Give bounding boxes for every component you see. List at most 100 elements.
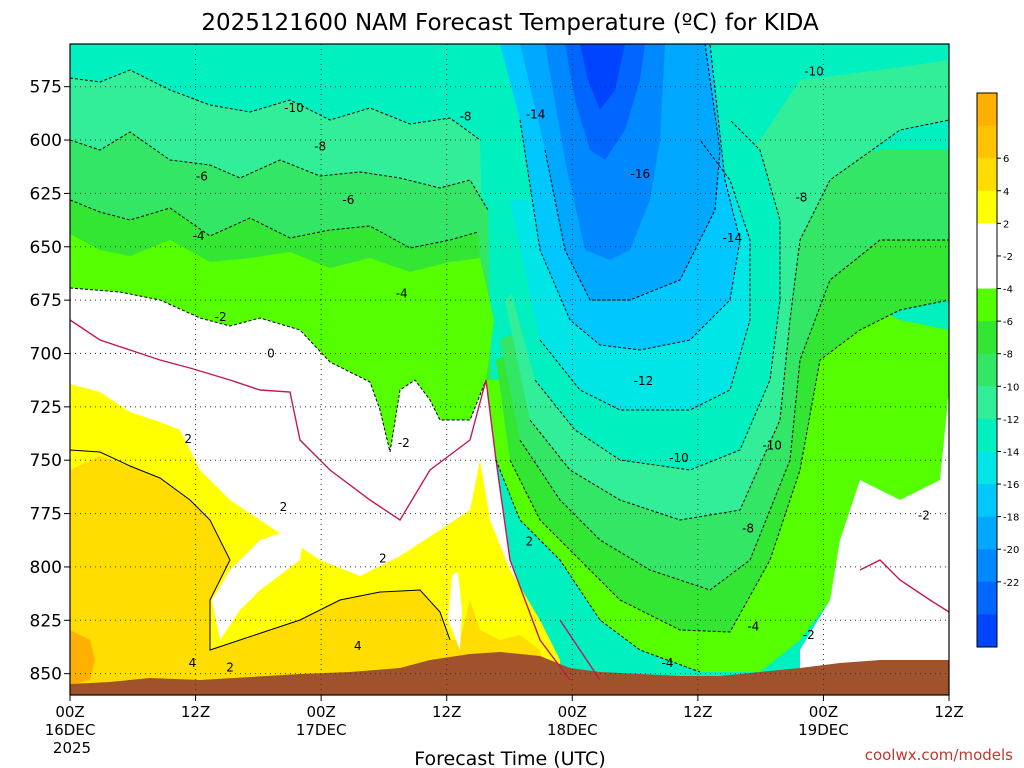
contour-label-text: 2 bbox=[379, 551, 387, 565]
x-tick-label: 12Z bbox=[934, 703, 963, 721]
colorbar-label: -22 bbox=[1003, 578, 1019, 589]
y-tick-label: 650 bbox=[30, 238, 62, 258]
contour-label-text: -2 bbox=[803, 628, 815, 642]
colorbar-label: -2 bbox=[1003, 252, 1013, 263]
x-tick-label: 00Z bbox=[306, 703, 335, 721]
contour-label: -2 bbox=[803, 628, 815, 642]
contour-label-text: -2 bbox=[398, 436, 410, 450]
colorbar-label: -18 bbox=[1003, 513, 1019, 524]
contour-label: -4 bbox=[396, 287, 408, 301]
colorbar-label: -6 bbox=[1003, 317, 1013, 328]
x-tick-date-label: 16DEC bbox=[45, 721, 96, 739]
colorbar-bin bbox=[977, 581, 997, 615]
temperature-field bbox=[70, 44, 949, 695]
colorbar-label: -14 bbox=[1003, 447, 1019, 458]
y-tick-label: 775 bbox=[30, 505, 62, 525]
colorbar-bin bbox=[977, 451, 997, 485]
contour-label-text: -6 bbox=[196, 169, 208, 183]
colorbar-label: -16 bbox=[1003, 480, 1019, 491]
contour-label: -8 bbox=[742, 522, 754, 536]
contour-label-text: -10 bbox=[804, 65, 824, 79]
contour-label: -8 bbox=[314, 139, 326, 153]
contour-label-text: -14 bbox=[723, 231, 743, 245]
colorbar-bin bbox=[977, 93, 997, 127]
colorbar-label: -10 bbox=[1003, 382, 1019, 393]
contour-label: 2 bbox=[379, 551, 387, 565]
contour-label-text: 4 bbox=[354, 639, 362, 653]
contour-label-text: -16 bbox=[630, 167, 650, 181]
contour-label: -8 bbox=[460, 110, 472, 124]
y-tick-label: 850 bbox=[30, 665, 62, 685]
x-tick-label: 00Z bbox=[55, 703, 84, 721]
contour-label-text: -4 bbox=[396, 287, 408, 301]
contour-label-text: -10 bbox=[762, 438, 782, 452]
colorbar-bin bbox=[977, 614, 997, 648]
x-tick-label: 00Z bbox=[809, 703, 838, 721]
contour-label-text: -6 bbox=[342, 193, 354, 207]
contour-label: -2 bbox=[398, 436, 410, 450]
contour-label: -10 bbox=[762, 438, 782, 452]
contour-label-text: -10 bbox=[669, 451, 689, 465]
credit-link[interactable]: coolwx.com/models bbox=[865, 746, 1013, 764]
contour-label-text: 2 bbox=[526, 534, 534, 548]
x-tick-label: 12Z bbox=[683, 703, 712, 721]
colorbar-bin bbox=[977, 223, 997, 257]
x-tick-label: 00Z bbox=[558, 703, 587, 721]
colorbar-bin bbox=[977, 353, 997, 387]
colorbar-bin bbox=[977, 125, 997, 159]
y-tick-label: 800 bbox=[30, 558, 62, 578]
contour-label: -16 bbox=[630, 167, 650, 181]
contour-label-text: 2 bbox=[184, 432, 192, 446]
x-tick-year-label: 2025 bbox=[53, 739, 91, 757]
contour-label: 2 bbox=[526, 534, 534, 548]
colorbar-label: -4 bbox=[1003, 285, 1013, 296]
colorbar-bin bbox=[977, 158, 997, 192]
y-axis: 575 600 625 650 675 700 725 750 775 800 825 850 bbox=[30, 78, 70, 685]
colorbar-bin bbox=[977, 549, 997, 583]
colorbar-label: -12 bbox=[1003, 415, 1019, 426]
contour-label: 4 bbox=[189, 656, 197, 670]
contour-label-text: -2 bbox=[918, 509, 930, 523]
colorbar-bin bbox=[977, 386, 997, 420]
y-tick-label: 625 bbox=[30, 184, 62, 204]
contour-label-text: -4 bbox=[747, 620, 759, 634]
colorbar-label: 2 bbox=[1003, 219, 1009, 230]
plot-frame bbox=[69, 43, 950, 696]
contour-label: -10 bbox=[284, 101, 304, 115]
contour-label: -14 bbox=[723, 231, 743, 245]
contour-label-text: -8 bbox=[795, 191, 807, 205]
colorbar-bin bbox=[977, 255, 997, 290]
colorbar-bin bbox=[977, 288, 997, 322]
contour-label: -6 bbox=[196, 169, 208, 183]
y-tick-label: 600 bbox=[30, 131, 62, 151]
contour-label: 2 bbox=[184, 432, 192, 446]
contour-label: -12 bbox=[634, 374, 654, 388]
y-tick-label: 725 bbox=[30, 398, 62, 418]
colorbar-frame bbox=[976, 92, 998, 648]
contour-label: -2 bbox=[918, 509, 930, 523]
colorbar-bin bbox=[977, 190, 997, 224]
contour-label-text: -4 bbox=[662, 656, 674, 670]
x-tick-date-label: 19DEC bbox=[798, 721, 849, 739]
x-tick-label: 12Z bbox=[432, 703, 461, 721]
colorbar-label: 4 bbox=[1003, 187, 1009, 198]
colorbar-label: 6 bbox=[1003, 154, 1009, 165]
contour-label: -6 bbox=[342, 193, 354, 207]
contour-label-text: -4 bbox=[193, 229, 205, 243]
contour-label: 2 bbox=[226, 660, 234, 674]
colorbar-bin bbox=[977, 516, 997, 550]
y-tick-label: 750 bbox=[30, 451, 62, 471]
contour-label: -4 bbox=[747, 620, 759, 634]
contour-label-text: -8 bbox=[742, 522, 754, 536]
contour-label-text: 2 bbox=[226, 660, 234, 674]
colorbar-bin bbox=[977, 321, 997, 355]
contour-label-text: 4 bbox=[189, 656, 197, 670]
colorbar-label: -20 bbox=[1003, 545, 1019, 556]
contour-label-text: -10 bbox=[284, 101, 304, 115]
colorbar-bin bbox=[977, 484, 997, 518]
contour-label-text: 0 bbox=[267, 346, 275, 360]
contour-label: -8 bbox=[795, 191, 807, 205]
colorbar-bin bbox=[977, 418, 997, 452]
